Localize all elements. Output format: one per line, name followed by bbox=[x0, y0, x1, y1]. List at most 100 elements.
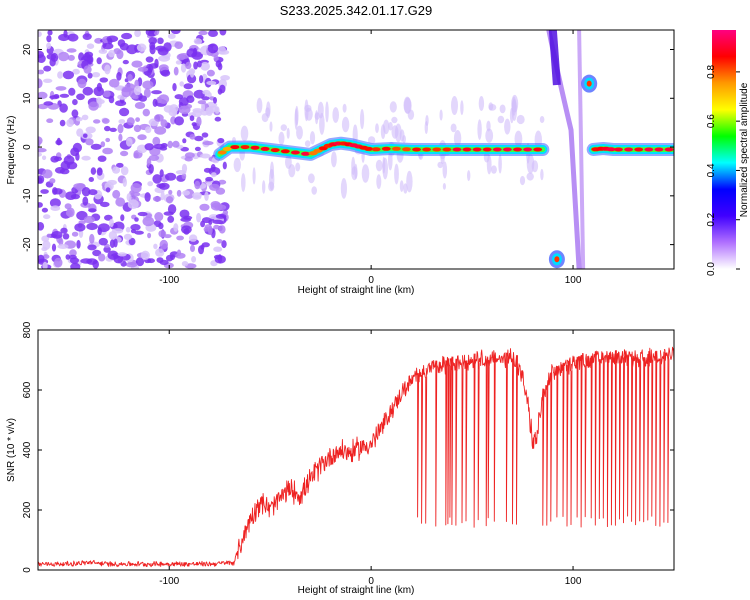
noise-speckle bbox=[130, 183, 142, 193]
noise-speckle bbox=[182, 138, 187, 144]
noise-speckle bbox=[107, 250, 119, 260]
noise-speckle bbox=[69, 257, 79, 264]
noise-speckle bbox=[214, 204, 227, 211]
noise-speckle bbox=[178, 105, 191, 115]
noise-speckle bbox=[213, 246, 223, 252]
noise-speckle bbox=[51, 243, 57, 252]
noise-speckle bbox=[116, 49, 124, 60]
noise-speckle bbox=[222, 161, 227, 170]
noise-speckle bbox=[167, 33, 176, 39]
noise-speckle bbox=[193, 61, 199, 70]
noise-speckle bbox=[213, 97, 217, 104]
noise-speckle bbox=[217, 88, 223, 95]
colorbar-tick-label: 0.6 bbox=[706, 114, 717, 128]
noise-speckle bbox=[53, 257, 63, 268]
noise-speckle bbox=[67, 33, 79, 42]
noise-speckle bbox=[211, 172, 217, 178]
noise-speckle bbox=[175, 170, 187, 175]
noise-speckle bbox=[109, 127, 117, 132]
faint-speckle bbox=[394, 163, 399, 185]
faint-speckle bbox=[403, 96, 412, 114]
spectrogram-marks bbox=[38, 30, 674, 269]
noise-speckle bbox=[142, 80, 154, 90]
faint-speckle bbox=[304, 140, 311, 148]
noise-speckle bbox=[118, 119, 126, 124]
noise-speckle bbox=[201, 96, 210, 101]
noise-speckle bbox=[158, 64, 169, 72]
noise-speckle bbox=[152, 98, 158, 107]
noise-speckle bbox=[66, 48, 77, 53]
faint-speckle bbox=[439, 109, 443, 121]
noise-speckle bbox=[41, 235, 50, 242]
noise-speckle bbox=[133, 152, 139, 159]
faint-speckle bbox=[519, 175, 526, 186]
noise-speckle bbox=[88, 177, 95, 182]
noise-speckle bbox=[130, 191, 141, 197]
noise-speckle bbox=[175, 60, 182, 65]
noise-speckle bbox=[144, 143, 154, 151]
snr-ylabel: SNR (10 * v/v) bbox=[6, 418, 17, 482]
faint-speckle bbox=[539, 116, 545, 123]
noise-speckle bbox=[68, 87, 76, 96]
noise-speckle bbox=[96, 57, 102, 65]
noise-speckle bbox=[198, 30, 208, 36]
noise-speckle bbox=[81, 187, 91, 197]
noise-speckle bbox=[205, 176, 214, 182]
noise-speckle bbox=[186, 95, 195, 103]
noise-speckle bbox=[183, 215, 193, 220]
noise-speckle bbox=[197, 100, 207, 105]
noise-speckle bbox=[87, 244, 97, 251]
blob-core bbox=[586, 80, 592, 87]
noise-speckle bbox=[183, 83, 194, 90]
noise-speckle bbox=[200, 61, 211, 71]
noise-speckle bbox=[194, 135, 204, 142]
snr-marks bbox=[38, 346, 674, 568]
main-trace-core bbox=[502, 147, 512, 152]
noise-speckle bbox=[58, 51, 70, 62]
noise-speckle bbox=[134, 217, 139, 222]
faint-speckle bbox=[340, 178, 347, 199]
noise-speckle bbox=[200, 220, 206, 228]
noise-speckle bbox=[212, 219, 224, 224]
noise-speckle bbox=[93, 86, 104, 97]
main-trace-core bbox=[533, 147, 543, 152]
faint-speckle bbox=[531, 160, 539, 173]
faint-speckle bbox=[331, 151, 337, 168]
main-trace-core bbox=[523, 147, 533, 152]
noise-speckle bbox=[80, 258, 93, 264]
faint-speckle bbox=[388, 121, 393, 131]
faint-speckle bbox=[488, 104, 497, 111]
noise-speckle bbox=[38, 254, 45, 263]
noise-speckle bbox=[100, 201, 110, 208]
noise-speckle bbox=[100, 141, 106, 148]
faint-speckle bbox=[399, 180, 404, 193]
noise-speckle bbox=[134, 230, 144, 235]
faint-speckle bbox=[497, 115, 505, 124]
noise-speckle bbox=[75, 117, 83, 122]
main-trace-core bbox=[422, 147, 432, 152]
main-trace-core bbox=[432, 147, 442, 152]
faint-speckle bbox=[442, 161, 448, 179]
noise-speckle bbox=[217, 138, 225, 144]
noise-speckle bbox=[58, 33, 70, 42]
noise-speckle bbox=[55, 86, 67, 91]
noise-speckle bbox=[85, 138, 94, 146]
noise-speckle bbox=[202, 141, 214, 146]
noise-speckle bbox=[134, 30, 141, 38]
faint-speckle bbox=[406, 170, 413, 193]
side-trace-core bbox=[606, 147, 616, 152]
y-tick-label: 0 bbox=[22, 567, 33, 573]
faint-speckle bbox=[514, 130, 523, 147]
noise-speckle bbox=[106, 35, 119, 43]
faint-speckle bbox=[490, 165, 497, 174]
faint-speckle bbox=[509, 107, 514, 124]
noise-speckle bbox=[42, 254, 50, 259]
y-tick-label: 10 bbox=[22, 92, 33, 104]
noise-speckle bbox=[38, 91, 48, 99]
noise-speckle bbox=[131, 60, 143, 68]
noise-speckle bbox=[149, 30, 156, 34]
noise-speckle bbox=[199, 75, 204, 84]
noise-speckle bbox=[38, 31, 42, 37]
noise-speckle bbox=[92, 249, 102, 257]
colorbar-label: Normalized spectral amplitude bbox=[739, 82, 750, 217]
